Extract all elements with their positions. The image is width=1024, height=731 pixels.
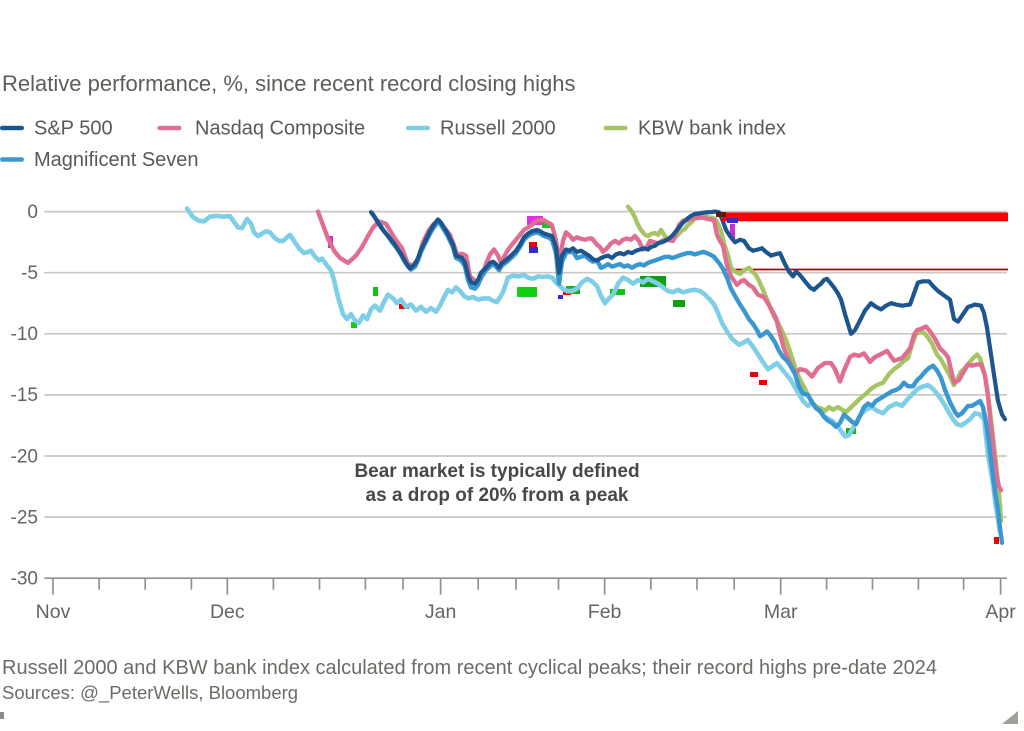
- svg-text:KBW bank index: KBW bank index: [638, 118, 786, 140]
- svg-text:Russell 2000: Russell 2000: [440, 118, 556, 140]
- svg-text:-10: -10: [11, 324, 38, 345]
- svg-text:-30: -30: [11, 569, 38, 590]
- svg-text:Jan: Jan: [425, 601, 456, 623]
- svg-text:-15: -15: [11, 385, 38, 406]
- svg-text:-25: -25: [11, 507, 38, 528]
- svg-text:Apr: Apr: [985, 601, 1016, 623]
- svg-text:Feb: Feb: [588, 601, 622, 623]
- svg-text:-20: -20: [11, 446, 38, 467]
- svg-text:Relative performance, %, since: Relative performance, %, since recent re…: [2, 71, 576, 96]
- svg-text:Sources: @_PeterWells, Bloombe: Sources: @_PeterWells, Bloomberg: [2, 682, 298, 704]
- svg-text:Bear market is typically defin: Bear market is typically defined: [354, 461, 639, 482]
- svg-text:Mar: Mar: [764, 601, 798, 623]
- svg-text:Magnificent Seven: Magnificent Seven: [34, 149, 199, 171]
- svg-text:S&P 500: S&P 500: [34, 118, 113, 140]
- svg-text:Russell 2000 and KBW bank inde: Russell 2000 and KBW bank index calculat…: [2, 657, 937, 679]
- svg-text:Nov: Nov: [36, 601, 71, 623]
- svg-text:0: 0: [27, 202, 38, 223]
- svg-text:as a drop of 20% from a peak: as a drop of 20% from a peak: [366, 485, 629, 506]
- svg-text:Dec: Dec: [210, 601, 245, 623]
- svg-text:-5: -5: [21, 263, 38, 284]
- svg-text:Nasdaq Composite: Nasdaq Composite: [195, 118, 365, 140]
